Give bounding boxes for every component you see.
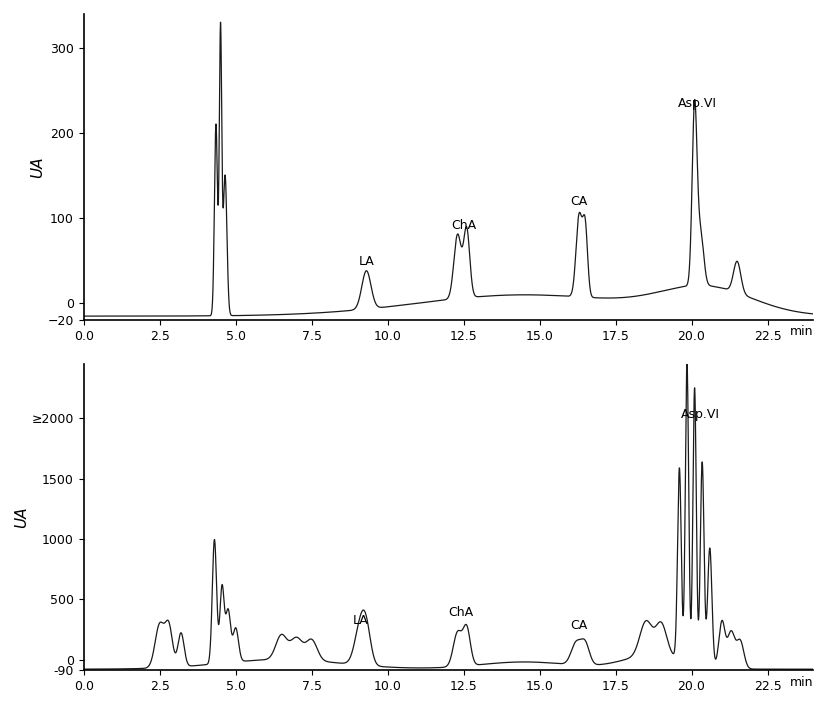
- Text: ChA: ChA: [448, 605, 473, 619]
- Text: Asp.VI: Asp.VI: [678, 97, 717, 110]
- Text: LA: LA: [352, 614, 368, 627]
- Y-axis label: UA: UA: [14, 506, 29, 528]
- Y-axis label: UA: UA: [30, 156, 45, 178]
- Text: Asp.VI: Asp.VI: [681, 408, 720, 421]
- Text: min: min: [790, 325, 813, 338]
- Text: CA: CA: [571, 195, 588, 208]
- Text: CA: CA: [571, 619, 588, 632]
- Text: ChA: ChA: [451, 219, 476, 232]
- Text: min: min: [790, 677, 813, 689]
- Text: LA: LA: [359, 255, 375, 267]
